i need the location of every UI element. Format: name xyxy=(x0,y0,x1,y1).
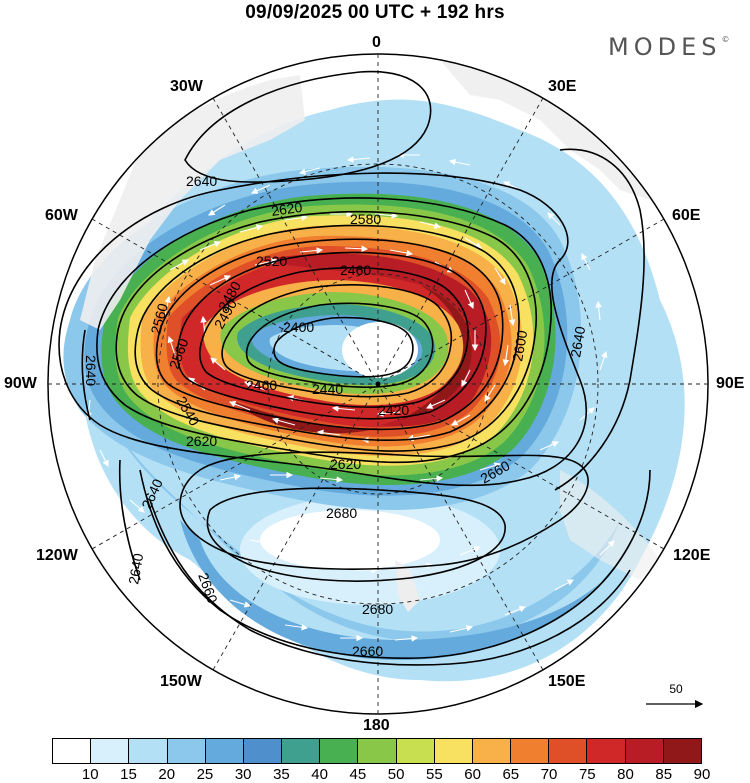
colorbar: 10 15 20 25 30 35 40 45 50 55 60 65 70 75 80 85 90 xyxy=(52,738,710,783)
colorbar-swatch xyxy=(587,739,626,763)
contour-label: 2460 xyxy=(340,262,371,278)
lon-label-60e: 60E xyxy=(672,207,701,224)
colorbar-tick-label: 15 xyxy=(120,766,137,783)
colorbar-swatch xyxy=(549,739,588,763)
colorbar-tick-label: 35 xyxy=(273,766,290,783)
colorbar-tick-label: 10 xyxy=(81,766,99,783)
contour-label: 2680 xyxy=(326,505,357,521)
lon-label-180: 180 xyxy=(363,717,390,734)
contour-label: 2620 xyxy=(330,456,361,472)
contour-label: 2400 xyxy=(283,319,314,335)
contour-label: 2420 xyxy=(378,402,409,418)
contour-label: 2660 xyxy=(352,643,383,659)
colorbar-tick-label: 40 xyxy=(311,766,328,783)
colorbar-swatch xyxy=(472,739,512,763)
lon-label-30w: 30W xyxy=(170,78,203,95)
lon-label-90e: 90E xyxy=(716,375,745,392)
contour-label: 2580 xyxy=(350,211,381,227)
colorbar-swatch xyxy=(625,739,664,763)
lon-label-120e: 120E xyxy=(673,547,711,564)
contour-label: 2640 xyxy=(83,355,99,386)
lon-label-150w: 150W xyxy=(160,673,202,690)
colorbar-tick-label: 55 xyxy=(426,766,443,783)
colorbar-swatch xyxy=(396,739,435,763)
colorbar-swatches xyxy=(52,738,702,764)
colorbar-swatch xyxy=(205,739,244,763)
colorbar-swatch xyxy=(91,739,130,763)
contour-label: 2640 xyxy=(125,552,146,586)
map-title: 09/09/2025 00 UTC + 192 hrs xyxy=(245,2,505,23)
colorbar-swatch xyxy=(167,739,206,763)
colorbar-tick-label: 85 xyxy=(655,766,673,783)
colorbar-tick-label: 45 xyxy=(349,766,367,783)
vector-reference-label: 50 xyxy=(669,682,683,696)
contour-label: 2640 xyxy=(186,173,217,189)
colorbar-swatch xyxy=(663,739,701,763)
vector-reference-arrow xyxy=(646,699,704,709)
brand-logo: MODES© xyxy=(608,33,729,61)
contour-label: 2640 xyxy=(567,325,588,359)
lon-label-60w: 60W xyxy=(45,207,78,224)
colorbar-swatch xyxy=(282,739,321,763)
lon-label-120w: 120W xyxy=(36,547,78,564)
colorbar-tick-label: 65 xyxy=(502,766,520,783)
colorbar-tick-label: 50 xyxy=(387,766,405,783)
contour-label: 2460 xyxy=(246,377,277,393)
contour-label: 2440 xyxy=(312,381,343,397)
colorbar-tick-label: 75 xyxy=(578,766,596,783)
lon-label-30e: 30E xyxy=(548,78,577,95)
colorbar-tick-label: 70 xyxy=(540,766,558,783)
colorbar-swatch xyxy=(243,739,283,763)
colorbar-tick-label: 90 xyxy=(693,766,711,783)
colorbar-swatch xyxy=(511,739,550,763)
colorbar-swatch xyxy=(53,739,92,763)
lon-label-150e: 150E xyxy=(548,673,586,690)
contour-label: 2560 xyxy=(147,301,171,335)
colorbar-tick-label: 80 xyxy=(617,766,634,783)
colorbar-tick-label: 25 xyxy=(196,766,214,783)
contour-label: 2520 xyxy=(256,253,287,269)
lon-label-0: 0 xyxy=(372,34,381,51)
contour-label: 2600 xyxy=(509,329,530,363)
colorbar-tick-label: 60 xyxy=(464,766,481,783)
pole-marker xyxy=(375,381,381,387)
brand-mark: © xyxy=(721,35,730,44)
colorbar-swatch xyxy=(434,739,473,763)
colorbar-swatch xyxy=(129,739,168,763)
lon-label-90w: 90W xyxy=(4,375,37,392)
colorbar-swatch xyxy=(320,739,359,763)
colorbar-swatch xyxy=(358,739,397,763)
contour-label: 2620 xyxy=(270,199,303,219)
height-contours xyxy=(58,70,651,666)
colorbar-tick-label: 30 xyxy=(234,766,252,783)
brand-text: MODES xyxy=(608,33,722,61)
vector-reference: 50 xyxy=(644,682,708,712)
contour-label: 2620 xyxy=(186,433,217,449)
contour-label: 2680 xyxy=(362,601,393,617)
colorbar-tick-label: 20 xyxy=(158,766,176,783)
